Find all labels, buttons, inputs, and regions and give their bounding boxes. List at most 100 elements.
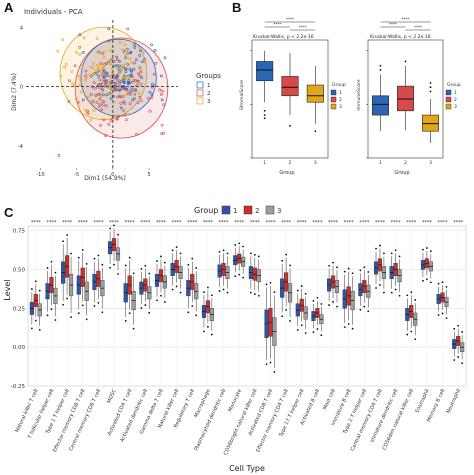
c-outlier (77, 256, 80, 259)
pca-point-group-2 (97, 92, 101, 96)
c-outlier (367, 310, 370, 313)
pca-point-group-3 (141, 50, 145, 54)
c-outlier (222, 288, 225, 291)
pca-point-group-1 (81, 98, 85, 102)
c-outlier (336, 305, 338, 308)
c-outlier (206, 286, 209, 289)
pca-point-group-3 (95, 37, 99, 40)
c-outlier (269, 361, 272, 364)
c-outlier (304, 292, 307, 295)
pca-point-group-2 (117, 115, 120, 118)
pca-point-group-2 (139, 70, 143, 74)
c-outlier (62, 303, 65, 306)
pca-point-group-1 (111, 94, 115, 98)
c-outlier (398, 255, 401, 258)
pca-point-group-2 (113, 88, 116, 92)
x-tick-label-3: 3 (429, 160, 432, 166)
c-x-tick-label: Monocyte (227, 388, 243, 413)
pca-point-group-1 (133, 43, 136, 46)
c-outlier (425, 247, 428, 249)
c-outlier (316, 328, 319, 330)
pca-point-group-2 (99, 123, 102, 127)
c-outlier (148, 272, 151, 275)
pca-point-group-1 (125, 88, 129, 91)
pca-point-group-3 (74, 97, 78, 101)
c-outlier (296, 329, 299, 331)
pca-point-group-3 (126, 92, 130, 96)
pca-point-group-2 (138, 95, 142, 99)
c-significance-label: **** (406, 220, 417, 226)
pca-point-group-1 (138, 53, 142, 57)
c-outlier (410, 330, 413, 333)
c-outlier (85, 318, 88, 321)
pca-point-group-1 (150, 83, 154, 86)
c-significance-label: **** (46, 220, 57, 226)
c-outlier (257, 294, 260, 297)
c-outlier (187, 311, 190, 314)
c-outlier (332, 301, 334, 303)
c-outlier (46, 314, 49, 317)
pca-point-group-3 (61, 38, 65, 42)
legend-key-1 (330, 89, 337, 96)
c-outlier (406, 333, 409, 336)
pca-point-group-2 (124, 118, 128, 122)
pca-point-group-1 (150, 93, 154, 97)
pca-point-group-3 (111, 73, 115, 76)
pca-point-group-3 (119, 70, 122, 74)
c-outlier (390, 252, 393, 255)
c-outlier (62, 240, 65, 243)
pca-point-group-2 (130, 75, 134, 79)
c-outlier (210, 333, 213, 336)
pca-point-group-1 (102, 75, 106, 79)
c-legend-key-3 (265, 205, 275, 215)
c-legend-label-2: 2 (255, 207, 259, 215)
b1-annotation: Kruskal-Wallis, p < 2.2e-16 (253, 34, 314, 40)
c-outlier (332, 261, 334, 264)
pca-legend-label-3: 3 (207, 99, 211, 105)
c-outlier (414, 299, 417, 301)
panel-label-c: C (4, 205, 14, 220)
c-legend-label-3: 3 (277, 207, 281, 215)
pca-point-group-3 (77, 74, 81, 78)
pca-point-group-1 (138, 49, 142, 52)
pca-point-group-1 (135, 58, 138, 62)
b2-annotation: Kruskal-Wallis, p < 2.2e-16 (370, 34, 431, 40)
pca-point-group-2 (123, 101, 127, 105)
c-outlier (140, 267, 143, 270)
pca-point-group-3 (108, 49, 112, 53)
pca-point-group-1 (133, 46, 137, 49)
pca-point-group-2 (161, 89, 164, 93)
c-outlier (461, 331, 464, 333)
stromal-score-boxplot: 1 2 3************123 (250, 17, 342, 166)
pca-point-group-3 (125, 75, 129, 79)
pca-point-group-3 (93, 71, 97, 75)
pca-point-group-2 (84, 69, 88, 73)
pca-point-group-2 (150, 96, 154, 99)
panel-label-b: B (232, 0, 242, 15)
legend-label-3: 3 (339, 104, 342, 110)
pca-point-group-3 (122, 73, 126, 77)
pca-x-tick-label: 5 (147, 172, 150, 178)
x-tick-label-1: 1 (379, 160, 382, 166)
pca-point-group-3 (99, 98, 102, 102)
c-outlier (422, 279, 424, 282)
c-significance-label: **** (78, 220, 89, 226)
c-outlier (375, 287, 377, 289)
pca-point-group-3 (79, 78, 83, 82)
pca-point-group-3 (103, 50, 107, 54)
c-outlier (109, 266, 111, 269)
legend-key-3 (330, 103, 337, 110)
pca-ylabel: Dim2 (7.4%) (11, 73, 18, 111)
pca-point-group-3 (92, 108, 96, 112)
pca-point-group-2 (152, 72, 156, 76)
pca-point-group-1 (94, 93, 98, 97)
pca-point-group-1 (124, 70, 128, 74)
c-outlier (445, 317, 448, 320)
c-outlier (242, 245, 245, 248)
c-outlier (117, 273, 119, 275)
c-outlier (70, 252, 72, 255)
box-group-1 (256, 61, 274, 82)
c-outlier (379, 283, 381, 286)
c-significance-label: **** (375, 220, 386, 226)
c-outlier (328, 304, 330, 306)
